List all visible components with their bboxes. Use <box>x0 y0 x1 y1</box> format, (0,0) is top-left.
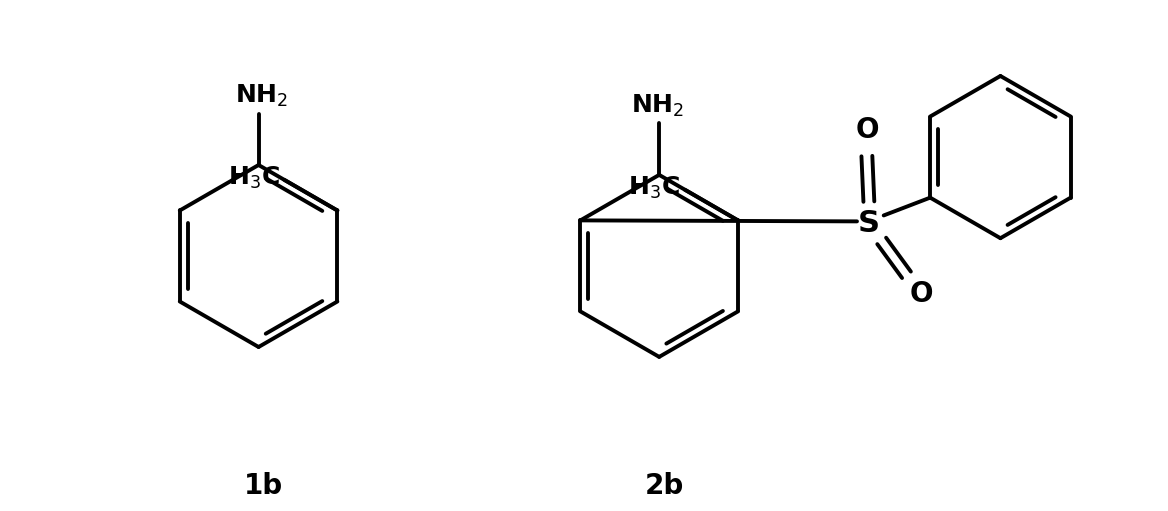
Text: 2b: 2b <box>645 473 683 500</box>
Text: H$_3$C: H$_3$C <box>228 165 279 191</box>
Text: O: O <box>910 280 933 308</box>
Text: S: S <box>857 209 880 238</box>
Text: H$_3$C: H$_3$C <box>628 175 680 201</box>
Text: NH$_2$: NH$_2$ <box>631 92 683 119</box>
Text: 1b: 1b <box>244 473 283 500</box>
Text: O: O <box>855 116 878 144</box>
Text: NH$_2$: NH$_2$ <box>235 82 288 109</box>
